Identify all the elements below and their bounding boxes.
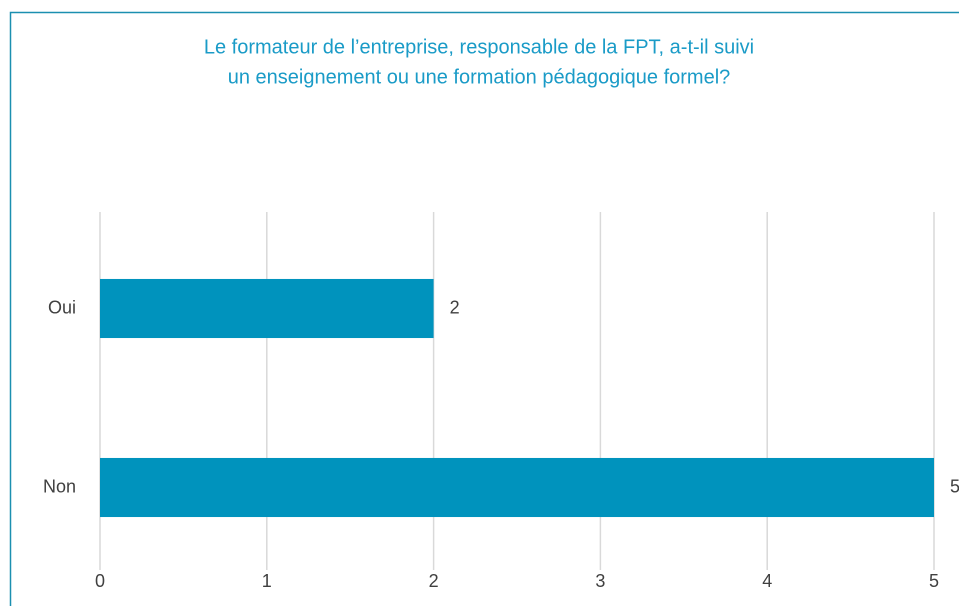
x-tick-label: 4: [762, 571, 772, 591]
x-tick-label: 2: [429, 571, 439, 591]
x-tick-label: 3: [595, 571, 605, 591]
x-tick-label: 5: [929, 571, 939, 591]
data-label: 5: [950, 476, 959, 496]
chart-title: un enseignement ou une formation pédagog…: [228, 66, 731, 88]
y-tick-label: Oui: [48, 297, 76, 317]
x-tick-label: 0: [95, 571, 105, 591]
bar: [100, 278, 434, 339]
bar: [100, 457, 934, 518]
x-tick-label: 1: [262, 571, 272, 591]
chart-title: Le formateur de l’entreprise, responsabl…: [204, 36, 754, 58]
y-tick-label: Non: [43, 476, 76, 496]
data-label: 2: [450, 297, 460, 317]
